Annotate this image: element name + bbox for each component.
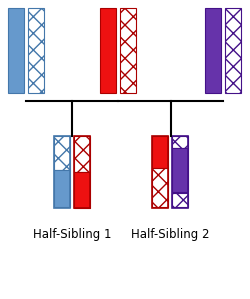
Bar: [172, 136, 188, 148]
Bar: [100, 8, 116, 93]
Bar: [74, 136, 90, 172]
Bar: [8, 8, 24, 93]
Bar: [54, 136, 70, 170]
Bar: [74, 172, 90, 208]
Bar: [54, 136, 70, 208]
Bar: [28, 8, 44, 93]
Bar: [225, 8, 241, 93]
Bar: [152, 136, 168, 208]
Bar: [54, 170, 70, 207]
Bar: [205, 8, 221, 93]
Bar: [172, 136, 188, 208]
Bar: [120, 8, 136, 93]
Text: Half-Sibling 2: Half-Sibling 2: [131, 228, 210, 241]
Bar: [172, 148, 188, 192]
Text: Half-Sibling 1: Half-Sibling 1: [33, 228, 111, 241]
Bar: [172, 193, 188, 207]
Bar: [152, 136, 168, 168]
Bar: [74, 136, 90, 208]
Bar: [152, 168, 168, 207]
